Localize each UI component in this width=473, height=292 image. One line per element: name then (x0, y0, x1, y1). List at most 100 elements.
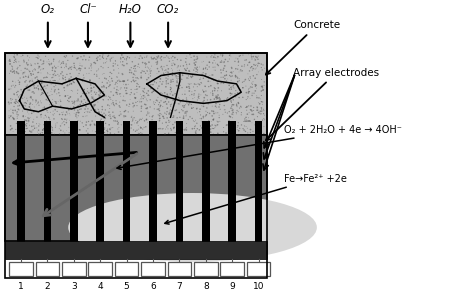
Point (227, 91, 234, 96)
Point (133, 128, 141, 133)
Point (128, 65, 135, 70)
Point (132, 69, 140, 74)
Point (10, 116, 18, 121)
Point (224, 59, 232, 64)
Point (129, 59, 136, 64)
Point (61, 122, 68, 127)
Point (9, 70, 16, 74)
Point (167, 80, 175, 84)
Point (62, 120, 70, 125)
Point (193, 126, 201, 131)
Point (99, 97, 107, 102)
Point (30, 105, 38, 109)
Point (257, 62, 265, 67)
Point (158, 67, 166, 72)
Point (258, 105, 265, 110)
Point (218, 88, 225, 93)
Point (171, 55, 179, 60)
Point (206, 60, 213, 65)
Point (43, 131, 51, 135)
Point (242, 115, 250, 120)
Point (94, 110, 102, 115)
Point (193, 106, 201, 111)
Point (36, 65, 44, 69)
Point (199, 127, 206, 132)
Point (140, 89, 147, 94)
Point (213, 97, 220, 101)
Point (202, 72, 210, 76)
Point (186, 69, 193, 73)
Point (163, 81, 170, 86)
Point (184, 66, 191, 71)
Point (70, 107, 78, 112)
Point (21, 79, 29, 84)
Point (131, 76, 139, 81)
Point (201, 130, 208, 135)
Point (33, 126, 41, 130)
Point (215, 95, 223, 100)
Point (162, 95, 169, 100)
Point (154, 86, 162, 91)
Point (254, 61, 262, 66)
Point (148, 86, 156, 90)
Point (152, 120, 159, 125)
Point (207, 55, 215, 59)
Point (253, 66, 260, 70)
Point (40, 87, 47, 92)
Point (245, 91, 252, 95)
Point (149, 129, 157, 133)
Point (193, 67, 201, 72)
Point (171, 119, 179, 124)
Text: Concrete: Concrete (266, 20, 340, 74)
Text: Cl⁻: Cl⁻ (79, 3, 97, 15)
Point (61, 131, 69, 135)
Point (39, 107, 47, 112)
Point (114, 119, 121, 124)
Point (85, 91, 93, 95)
Point (193, 56, 201, 60)
Point (257, 124, 264, 129)
Point (137, 109, 145, 114)
Point (228, 120, 236, 124)
Point (19, 114, 27, 118)
Point (204, 102, 212, 106)
Point (135, 62, 142, 67)
Point (161, 95, 168, 100)
Point (37, 100, 45, 105)
Point (151, 122, 158, 126)
Point (34, 70, 41, 75)
Point (137, 125, 144, 129)
Point (64, 83, 71, 88)
Point (146, 69, 154, 74)
Point (138, 131, 146, 136)
Point (212, 101, 220, 106)
Point (73, 115, 81, 120)
Point (10, 69, 18, 74)
Point (261, 117, 269, 122)
Point (16, 123, 23, 127)
Point (143, 62, 150, 66)
Point (99, 55, 106, 60)
Point (205, 60, 213, 65)
Point (9, 115, 17, 120)
Point (11, 85, 18, 89)
Point (88, 66, 95, 70)
Point (157, 103, 165, 108)
Point (175, 76, 183, 81)
Point (245, 89, 253, 94)
Point (82, 58, 89, 62)
Point (258, 67, 266, 72)
Point (185, 68, 193, 72)
Point (42, 54, 49, 59)
Point (235, 128, 243, 133)
Point (190, 105, 197, 110)
Point (105, 110, 113, 114)
Point (147, 71, 154, 76)
Point (150, 102, 158, 107)
Point (47, 124, 55, 129)
Point (210, 55, 217, 60)
Point (164, 92, 171, 97)
Bar (255, 121, 263, 243)
Point (212, 104, 219, 109)
Point (225, 119, 232, 124)
